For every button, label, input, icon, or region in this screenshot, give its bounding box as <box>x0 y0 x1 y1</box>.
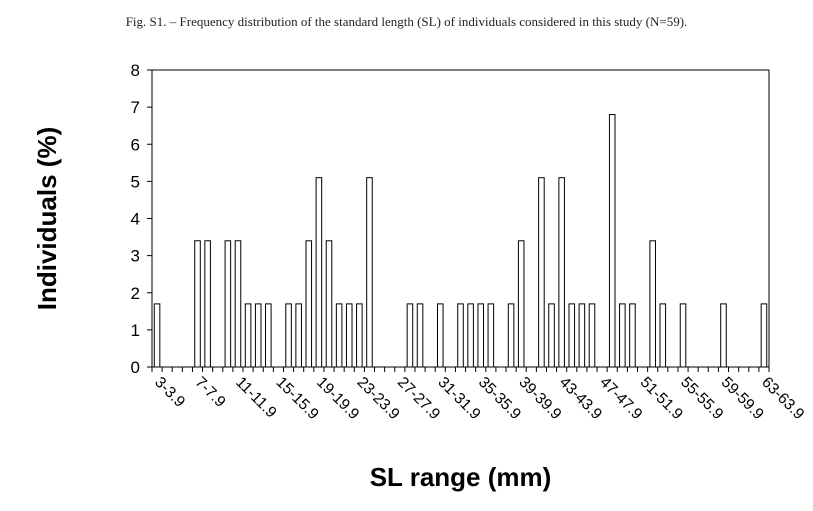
x-tick-label: 11-11.9 <box>232 374 280 422</box>
x-tick-label: 55-55.9 <box>677 374 726 423</box>
bar-53-53.9 <box>659 303 667 368</box>
x-tick-label: 27-27.9 <box>394 374 443 423</box>
bar-33-33.9 <box>457 303 464 368</box>
y-axis-title: Individuals (%) <box>32 127 62 310</box>
bar-29-29.9 <box>416 303 424 368</box>
bar-23-23.9 <box>356 303 363 368</box>
x-tick-label: 31-31.9 <box>434 374 483 423</box>
bar-20-20.9 <box>325 240 333 368</box>
bar-34-34.9 <box>467 303 474 368</box>
y-tick-label: 4 <box>131 210 140 229</box>
bar-49-49.9 <box>619 303 626 368</box>
figure-caption: Fig. S1. – Frequency distribution of the… <box>125 14 688 29</box>
bar-41-41.9 <box>538 177 545 368</box>
bar-48-48.9 <box>608 114 616 368</box>
y-tick-label: 3 <box>131 247 140 266</box>
bar-36-36.9 <box>487 303 495 368</box>
y-tick-label: 5 <box>131 172 140 191</box>
bar-7-7.9 <box>194 240 201 368</box>
x-tick-label: 15-15.9 <box>273 374 322 423</box>
bar-42-42.9 <box>548 303 555 368</box>
x-tick-label: 23-23.9 <box>354 374 403 423</box>
bar-22-22.9 <box>345 303 353 368</box>
bar-31-31.9 <box>436 303 444 368</box>
bar-45-45.9 <box>578 303 586 368</box>
y-tick-label: 0 <box>131 358 140 377</box>
bar-59-59.9 <box>720 303 727 368</box>
x-tick-label: 7-7.9 <box>192 374 229 411</box>
bar-10-10.9 <box>224 240 232 368</box>
bar-35-35.9 <box>477 303 485 368</box>
x-tick-label: 35-35.9 <box>475 374 524 423</box>
x-tick-label: 19-19.9 <box>313 374 362 423</box>
x-tick-label: 39-39.9 <box>515 374 564 423</box>
bar-17-17.9 <box>295 303 302 368</box>
bar-46-46.9 <box>588 303 596 368</box>
x-axis-title: SL range (mm) <box>370 462 552 492</box>
bar-50-50.9 <box>629 303 636 368</box>
bar-21-21.9 <box>335 303 343 368</box>
bar-11-11.9 <box>234 240 242 368</box>
x-tick-label: 59-59.9 <box>718 374 767 423</box>
y-tick-label: 7 <box>131 98 140 117</box>
bar-18-18.9 <box>305 240 313 368</box>
bar-43-43.9 <box>558 177 565 368</box>
bar-8-8.9 <box>204 240 211 368</box>
bar-38-38.9 <box>507 303 515 368</box>
x-tick-label: 47-47.9 <box>596 374 645 423</box>
bar-13-13.9 <box>254 303 262 368</box>
bar-19-19.9 <box>315 177 323 368</box>
x-tick-label: 63-63.9 <box>758 374 807 423</box>
y-tick-label: 1 <box>131 321 140 340</box>
bar-12-12.9 <box>244 303 252 368</box>
bar-55-55.9 <box>679 303 687 368</box>
bar-44-44.9 <box>568 303 576 368</box>
bar-63-63.9 <box>760 303 768 368</box>
x-axis: 3-3.9 7-7.9 11-11.915-15.919-19.923-23.927… <box>151 367 807 423</box>
bar-3-3.9 <box>153 303 161 368</box>
x-tick-label: 43-43.9 <box>556 374 605 423</box>
bar-52-52.9 <box>649 240 656 368</box>
bar-16-16.9 <box>285 303 292 368</box>
y-tick-label: 6 <box>131 135 140 154</box>
bar-28-28.9 <box>406 303 414 368</box>
bars-group <box>153 114 768 368</box>
y-tick-label: 8 <box>131 61 140 80</box>
y-tick-label: 2 <box>131 284 140 303</box>
bar-39-39.9 <box>517 240 525 368</box>
x-tick-label: 3-3.9 <box>151 374 188 411</box>
x-tick-label: 51-51.9 <box>637 374 686 423</box>
bar-24-24.9 <box>366 177 373 368</box>
y-axis: 0 1 2 3 4 5 6 7 8 <box>131 61 152 377</box>
bar-14-14.9 <box>265 303 272 368</box>
